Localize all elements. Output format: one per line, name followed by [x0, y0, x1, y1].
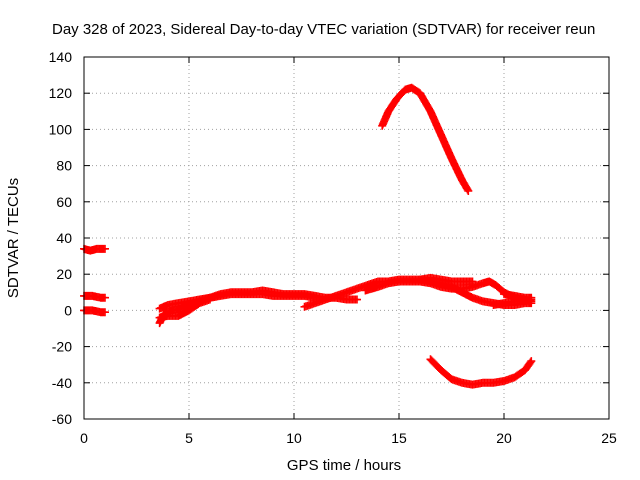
y-tick-label: -40 — [52, 375, 72, 391]
x-tick-label: 5 — [185, 430, 193, 446]
y-tick-label: 60 — [56, 194, 72, 210]
y-tick-label: 80 — [56, 158, 72, 174]
y-tick-label: -60 — [52, 411, 72, 427]
x-axis-label: GPS time / hours — [287, 457, 401, 474]
data-point — [101, 308, 109, 317]
data-point — [353, 295, 361, 304]
chart-title: Day 328 of 2023, Sidereal Day-to-day VTE… — [52, 21, 595, 38]
data-series-seg-d — [378, 83, 473, 195]
ticks-layer: 0 5 10 15 20 25 -60 -40 -20 0 20 40 60 80 100 120 140 — [49, 49, 617, 446]
data-series-seg-e — [426, 355, 536, 389]
data-series-seg-b — [80, 291, 109, 302]
data-point — [527, 293, 536, 302]
x-tick-label: 15 — [391, 430, 407, 446]
y-tick-label: -20 — [52, 339, 72, 355]
data-layer — [80, 83, 536, 389]
y-tick-label: 140 — [49, 49, 73, 65]
data-series-seg-m — [500, 290, 536, 302]
x-tick-label: 20 — [496, 430, 512, 446]
data-point — [527, 357, 536, 366]
y-tick-label: 0 — [64, 302, 72, 318]
data-point — [464, 186, 473, 195]
y-tick-label: 40 — [56, 230, 72, 246]
data-point — [526, 358, 535, 367]
plot-frame — [83, 56, 610, 420]
data-point — [101, 293, 109, 302]
data-point — [101, 244, 109, 253]
x-tick-label: 25 — [601, 430, 617, 446]
y-tick-label: 20 — [56, 266, 72, 282]
y-tick-label: 120 — [49, 85, 73, 101]
y-tick-label: 100 — [49, 121, 73, 137]
data-series-seg-h — [155, 290, 319, 313]
x-tick-label: 0 — [80, 430, 88, 446]
x-tick-label: 10 — [286, 430, 302, 446]
y-axis-label: SDTVAR / TECUs — [5, 178, 22, 298]
grid-layer — [84, 57, 609, 419]
